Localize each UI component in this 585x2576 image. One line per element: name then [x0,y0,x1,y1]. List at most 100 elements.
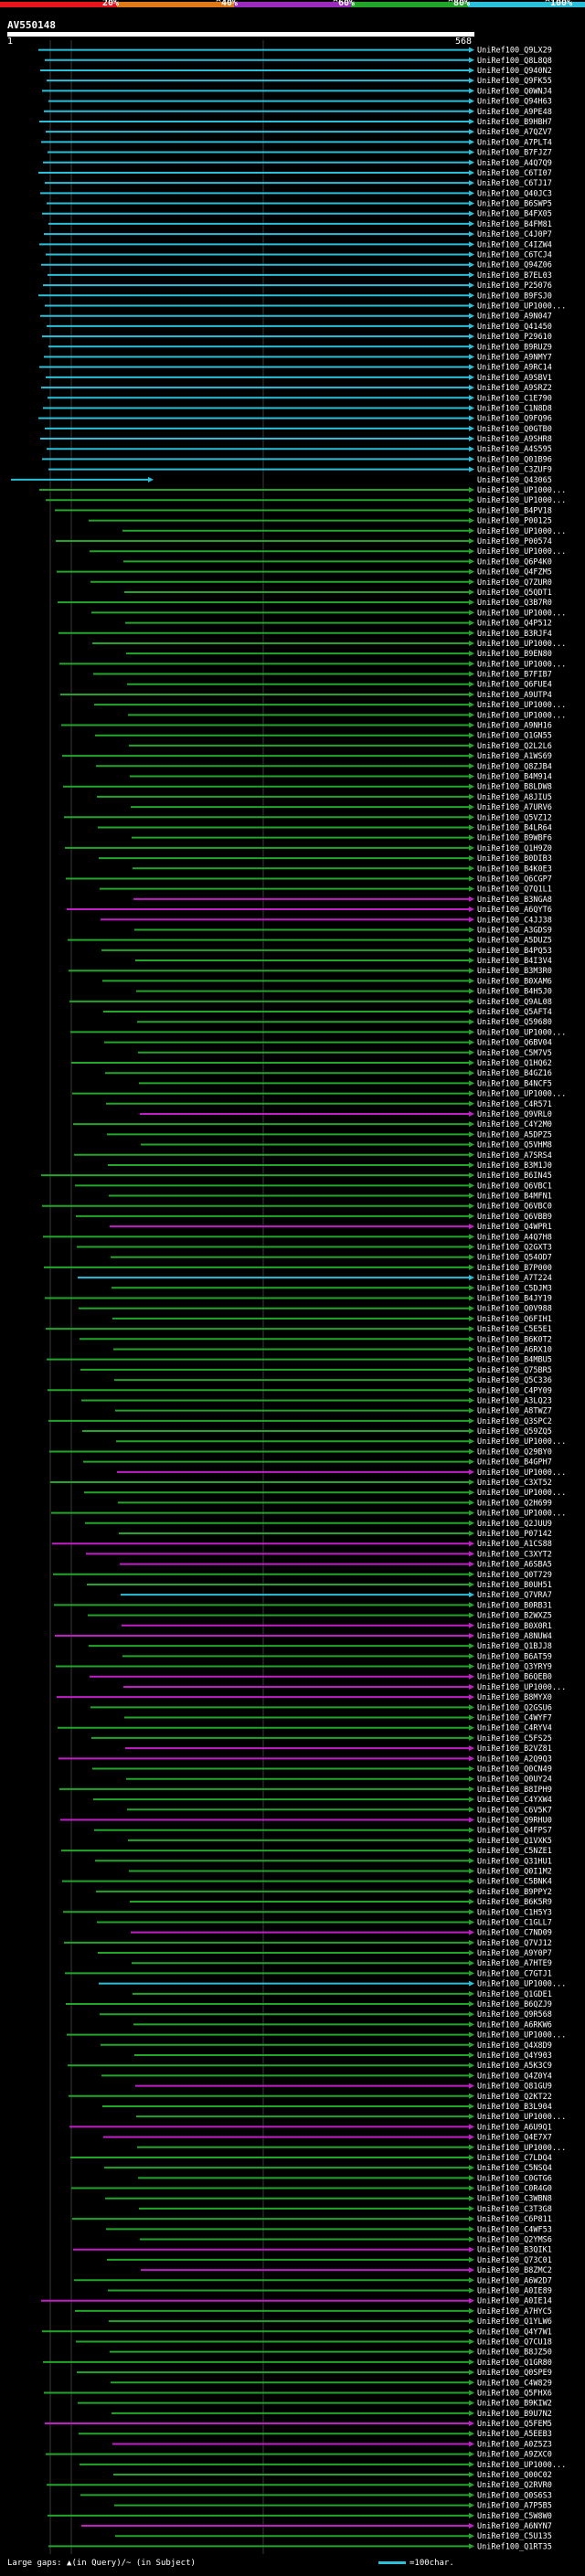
hit-label[interactable]: UniRef100_A9SRZ2 [477,384,552,393]
hit-row[interactable]: UniRef100_Q0UY24 [126,1776,552,1785]
hit-row[interactable]: UniRef100_Q0I1M2 [129,1867,552,1876]
hit-row[interactable]: UniRef100_Q29BY0 [49,1447,552,1457]
hit-row[interactable]: UniRef100_Q40JC3 [40,189,552,198]
hit-row[interactable]: UniRef100_A9NH16 [61,722,552,731]
hit-label[interactable]: UniRef100_B8JZ50 [477,2348,552,2358]
hit-row[interactable]: UniRef100_Q9AL08 [69,998,552,1007]
hit-label[interactable]: UniRef100_Q3SPC2 [477,1417,552,1426]
hit-row[interactable]: UniRef100_Q94H63 [48,98,552,107]
hit-label[interactable]: UniRef100_Q1H9Z0 [477,844,552,853]
hit-label[interactable]: UniRef100_Q0I1M2 [477,1867,552,1876]
hit-row[interactable]: UniRef100_UP1000... [39,486,566,495]
hit-row[interactable]: UniRef100_C6V5K7 [127,1806,552,1815]
hit-row[interactable]: UniRef100_C5BNK4 [62,1878,552,1887]
hit-label[interactable]: UniRef100_Q9FK55 [477,77,552,86]
hit-row[interactable]: UniRef100_A4Q7H8 [43,1233,552,1242]
hit-row[interactable]: UniRef100_B2WXZ5 [88,1612,552,1621]
hit-label[interactable]: UniRef100_P00125 [477,517,552,526]
hit-row[interactable]: UniRef100_Q59680 [137,1018,552,1027]
hit-row[interactable]: UniRef100_Q4FPS7 [94,1827,552,1836]
hit-row[interactable]: UniRef100_A6SBA5 [120,1561,552,1570]
hit-label[interactable]: UniRef100_B3M3R0 [477,967,552,976]
hit-row[interactable]: UniRef100_A9UTP4 [60,691,552,700]
hit-row[interactable]: UniRef100_Q9LX29 [38,47,552,56]
hit-label[interactable]: UniRef100_A6SBA5 [477,1561,552,1570]
hit-label[interactable]: UniRef100_A4Q7Q9 [477,159,552,168]
hit-label[interactable]: UniRef100_A3LQ23 [477,1396,552,1405]
hit-row[interactable]: UniRef100_Q1YLW6 [109,2317,552,2327]
hit-label[interactable]: UniRef100_C5E5E1 [477,1325,552,1334]
hit-row[interactable]: UniRef100_UP1000... [90,547,566,557]
hit-row[interactable]: UniRef100_A9NMY7 [44,353,552,362]
hit-row[interactable]: UniRef100_C6TCJ4 [46,251,552,260]
hit-label[interactable]: UniRef100_B6IN45 [477,1171,552,1181]
hit-row[interactable]: UniRef100_C7ND09 [131,1929,552,1938]
hit-row[interactable]: UniRef100_C4PY09 [48,1386,552,1395]
hit-label[interactable]: UniRef100_B8IPH9 [477,1786,552,1795]
hit-row[interactable]: UniRef100_B0XAM6 [102,977,552,986]
hit-row[interactable]: UniRef100_B6IN45 [41,1171,552,1181]
hit-row[interactable]: UniRef100_B8JZ50 [110,2348,552,2358]
hit-label[interactable]: UniRef100_C7GTJ1 [477,1969,552,1978]
hit-row[interactable]: UniRef100_A9PE48 [44,108,552,117]
hit-label[interactable]: UniRef100_B4JY19 [477,1295,552,1304]
hit-label[interactable]: UniRef100_UP1000... [477,527,566,536]
hit-row[interactable]: UniRef100_C4J0P7 [44,230,552,239]
hit-row[interactable]: UniRef100_B0UH51 [87,1581,552,1590]
hit-row[interactable]: UniRef100_C1N8D8 [43,404,552,413]
hit-label[interactable]: UniRef100_P07142 [477,1530,552,1539]
hit-row[interactable]: UniRef100_B6SWP5 [47,200,552,209]
hit-label[interactable]: UniRef100_P25076 [477,281,552,291]
hit-label[interactable]: UniRef100_C4J0P7 [477,230,552,239]
hit-label[interactable]: UniRef100_B3L904 [477,2103,552,2112]
hit-label[interactable]: UniRef100_C4WYF7 [477,1714,552,1723]
hit-label[interactable]: UniRef100_Q8L8Q8 [477,57,552,66]
hit-row[interactable]: UniRef100_B4I3V4 [135,957,552,966]
hit-label[interactable]: UniRef100_C5NZE1 [477,1847,552,1856]
hit-label[interactable]: UniRef100_Q41450 [477,323,552,332]
hit-row[interactable]: UniRef100_A4Q7Q9 [43,159,552,168]
hit-row[interactable]: UniRef100_Q5FEM5 [45,2420,552,2429]
hit-label[interactable]: UniRef100_UP1000... [477,2031,566,2041]
hit-label[interactable]: UniRef100_A6QYT6 [477,906,552,915]
hit-row[interactable]: UniRef100_UP1000... [70,1028,566,1037]
hit-row[interactable]: UniRef100_Q7VRA7 [121,1591,552,1600]
hit-row[interactable]: UniRef100_C5NZE1 [61,1847,552,1856]
hit-label[interactable]: UniRef100_C5W8W0 [477,2512,552,2521]
hit-label[interactable]: UniRef100_B4LR64 [477,823,552,832]
hit-row[interactable]: UniRef100_Q54OD7 [111,1254,552,1263]
hit-row[interactable]: UniRef100_C4Y2M0 [73,1120,552,1129]
hit-label[interactable]: UniRef100_Q9FQ96 [477,415,552,424]
hit-label[interactable]: UniRef100_C5DJM3 [477,1284,552,1293]
hit-label[interactable]: UniRef100_Q31HU1 [477,1857,552,1866]
hit-label[interactable]: UniRef100_Q7Q1L1 [477,885,552,895]
hit-row[interactable]: UniRef100_Q0WNJ4 [42,87,552,96]
hit-row[interactable]: UniRef100_UP1000... [117,1468,566,1478]
hit-row[interactable]: UniRef100_A9Y0P7 [98,1949,552,1958]
hit-row[interactable]: UniRef100_A6RX10 [113,1345,552,1354]
hit-label[interactable]: UniRef100_A9ZXC0 [477,2451,552,2460]
hit-label[interactable]: UniRef100_UP1000... [477,711,566,720]
hit-row[interactable]: UniRef100_C4IZW4 [39,240,552,249]
hit-label[interactable]: UniRef100_B3M1J0 [477,1161,552,1171]
hit-row[interactable]: UniRef100_Q0CN49 [92,1765,552,1775]
hit-row[interactable]: UniRef100_UP1000... [122,527,566,536]
hit-row[interactable]: UniRef100_B4MFN1 [109,1193,552,1202]
hit-label[interactable]: UniRef100_Q1GN55 [477,732,552,741]
hit-row[interactable]: UniRef100_Q4E7X7 [103,2134,552,2143]
hit-row[interactable]: UniRef100_B6K0T2 [80,1335,552,1344]
hit-row[interactable]: UniRef100_P07142 [119,1530,552,1539]
hit-label[interactable]: UniRef100_B9U7N2 [477,2410,552,2419]
hit-row[interactable]: UniRef100_Q41450 [47,323,552,332]
hit-label[interactable]: UniRef100_B2VZ81 [477,1744,552,1754]
hit-row[interactable]: UniRef100_Q0S6S3 [80,2491,552,2500]
hit-label[interactable]: UniRef100_A0IE89 [477,2287,552,2296]
hit-label[interactable]: UniRef100_C5BNK4 [477,1878,552,1887]
hit-label[interactable]: UniRef100_C4YXW4 [477,1796,552,1805]
hit-row[interactable]: UniRef100_Q00C02 [113,2471,552,2480]
hit-label[interactable]: UniRef100_Q5C336 [477,1376,552,1385]
hit-row[interactable]: UniRef100_UP1000... [72,1090,566,1099]
hit-row[interactable]: UniRef100_B3L904 [102,2103,552,2112]
hit-row[interactable]: UniRef100_Q9R568 [100,2010,552,2019]
hit-row[interactable]: UniRef100_C1E790 [48,394,552,403]
